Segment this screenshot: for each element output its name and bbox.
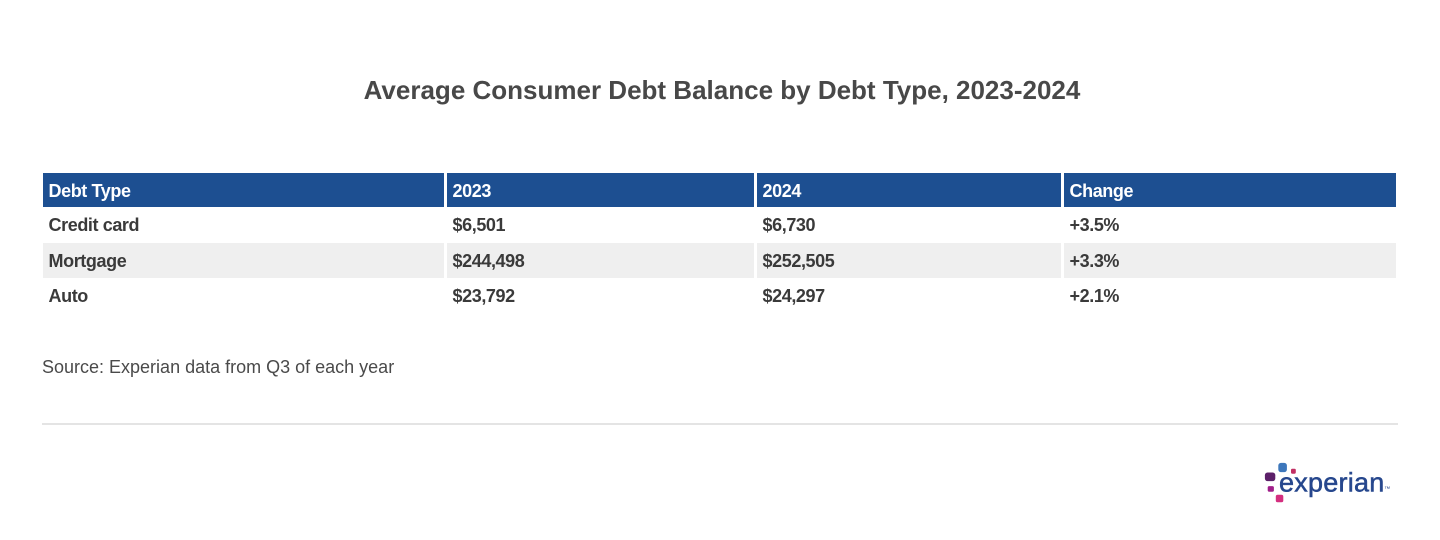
svg-text:experian: experian [1279, 468, 1385, 498]
svg-text:™: ™ [1384, 485, 1390, 492]
